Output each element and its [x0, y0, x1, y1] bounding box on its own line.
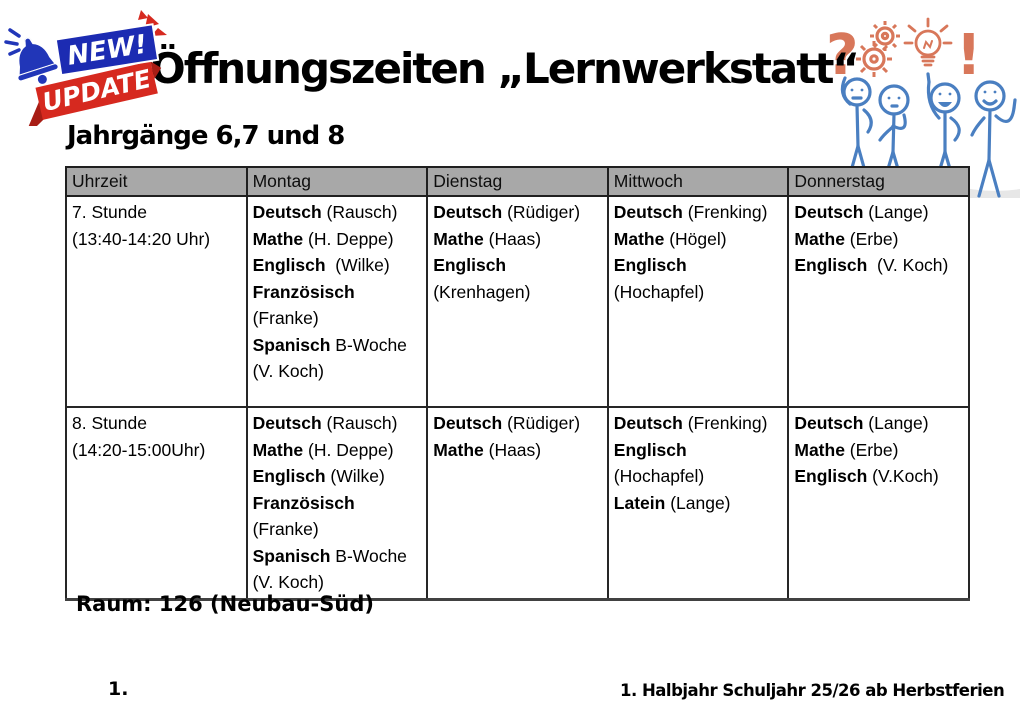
time-cell: 7. Stunde (13:40-14:20 Uhr)	[65, 195, 248, 408]
timetable-cell: Deutsch (Frenking) Mathe (Högel) Englisch(…	[606, 195, 790, 408]
header-cell-uhrzeit: Uhrzeit	[65, 166, 248, 197]
stick-figure-pointing	[970, 80, 1017, 198]
speed-lines-icon	[4, 28, 21, 56]
stick-figure-thinking	[878, 84, 910, 188]
room-note: Raum: 126 (Neubau-Süd)	[76, 592, 374, 616]
header-cell-dienstag: Dienstag	[426, 166, 609, 197]
footer-caption: 1. Halbjahr Schuljahr 25/26 ab Herbstfer…	[620, 681, 1005, 700]
bell-icon	[17, 37, 59, 84]
question-mark-icon: ?	[826, 23, 858, 88]
header-cell-mittwoch: Mittwoch	[606, 166, 790, 197]
timetable-row-8-stunde: 8. Stunde (14:20-15:00Uhr) Deutsch (Rausch…	[65, 406, 970, 600]
header-cell-montag: Montag	[245, 166, 429, 197]
timetable-cell: Deutsch (Rüdiger) Mathe (Haas) Englisch (Kr…	[426, 195, 609, 408]
timetable-cell: Deutsch (Lange) Mathe (Erbe) Englisch (V. …	[787, 195, 970, 408]
slide-number: 1.	[108, 678, 129, 700]
lightbulb-icon	[903, 17, 953, 67]
timetable: Uhrzeit Montag Dienstag Mittwoch Donners…	[65, 166, 970, 601]
timetable-header-row: Uhrzeit Montag Dienstag Mittwoch Donners…	[65, 166, 970, 197]
new-plate: NEW!	[54, 23, 160, 77]
subtitle: Jahrgänge 6,7 und 8	[67, 121, 345, 151]
timetable-cell: Deutsch (Rausch) Mathe (H. Deppe) Englisch…	[245, 195, 429, 408]
page-title: Öffnungszeiten „Lernwerkstatt“	[150, 44, 860, 93]
ground-swoosh	[954, 186, 1020, 198]
header-cell-donnerstag: Donnerstag	[787, 166, 970, 197]
gears-icon	[856, 21, 900, 77]
update-label: UPDATE	[40, 64, 154, 117]
timetable-cell: Deutsch (Lange) Mathe (Erbe) Englisch (V.K…	[787, 406, 970, 600]
new-update-badge: UPDATE NEW!	[4, 10, 167, 126]
timetable-cell: Deutsch (Rüdiger) Mathe (Haas)	[426, 406, 609, 600]
timetable-row-7-stunde: 7. Stunde (13:40-14:20 Uhr) Deutsch (Rausc…	[65, 195, 970, 408]
time-cell: 8. Stunde (14:20-15:00Uhr)	[65, 406, 248, 600]
timetable-cell: Deutsch (Frenking) Englisch (Hochapfel) Lat…	[606, 406, 790, 600]
exclamation-mark-icon: !	[956, 23, 982, 88]
timetable-cell: Deutsch (Rausch) Mathe (H. Deppe) Englisch…	[245, 406, 429, 600]
